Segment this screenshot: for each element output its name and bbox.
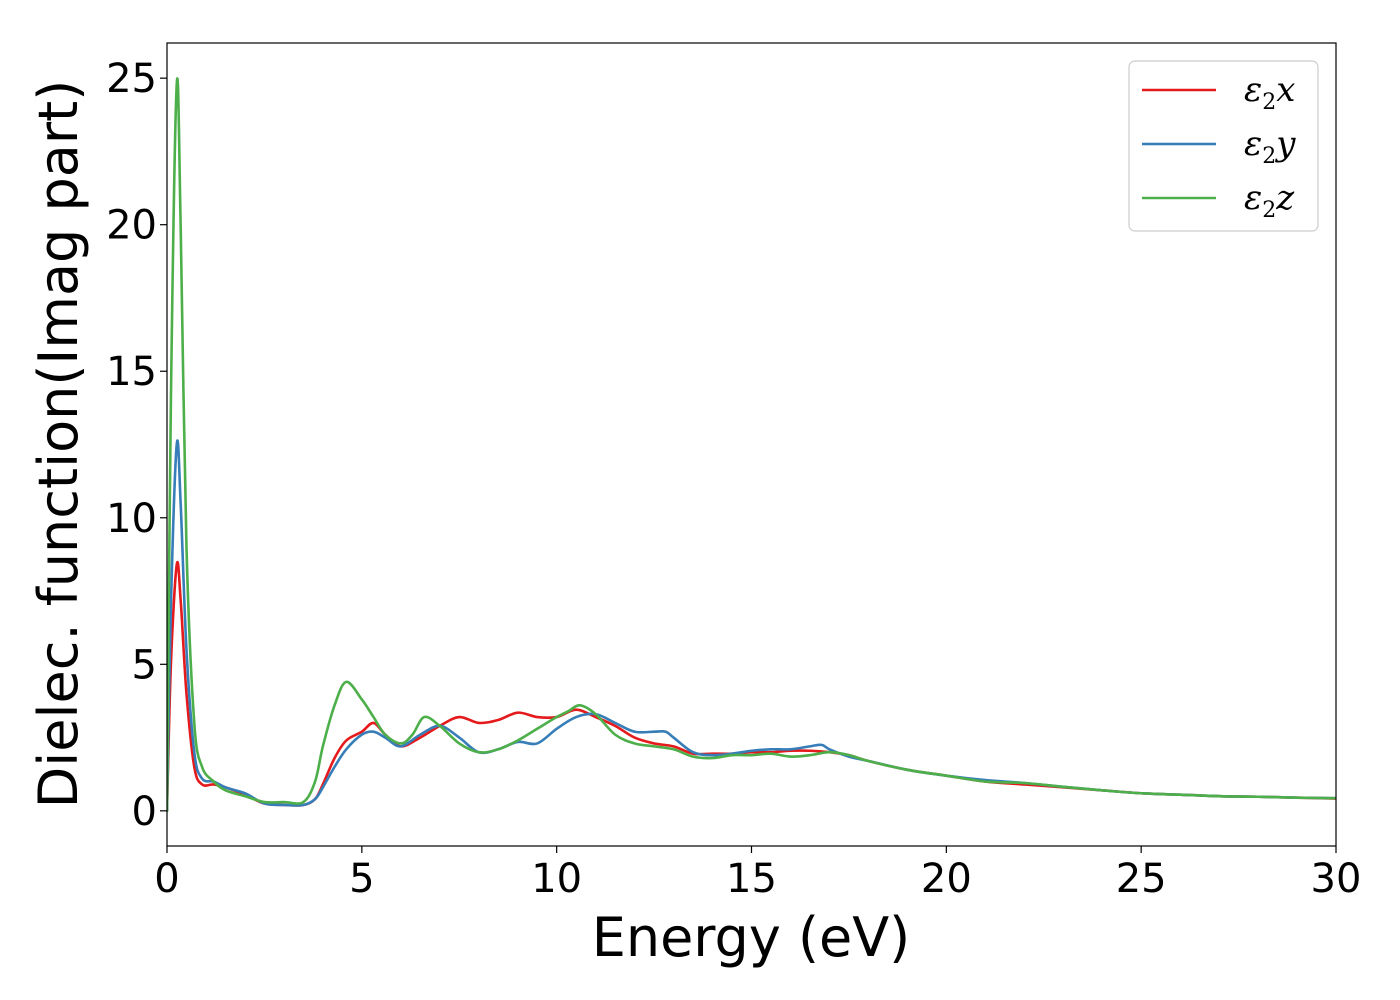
x-tick-label: 10 bbox=[531, 856, 582, 902]
x-tick-label: 15 bbox=[726, 856, 777, 902]
x-tick-label: 30 bbox=[1311, 856, 1362, 902]
y-tick-label: 5 bbox=[132, 642, 157, 688]
x-axis-ticks: 0 5 10 15 20 25 30 bbox=[154, 846, 1361, 902]
y-axis-label: Dielec. function(Imag part) bbox=[27, 80, 90, 809]
series-line-z bbox=[167, 77, 1336, 813]
x-tick-label: 20 bbox=[921, 856, 972, 902]
y-tick-label: 0 bbox=[132, 789, 157, 835]
legend-label-y: ε2y bbox=[1244, 124, 1296, 169]
legend-label-z: ε2z bbox=[1244, 178, 1295, 223]
series-group bbox=[167, 77, 1336, 813]
x-axis-label: Energy (eV) bbox=[592, 906, 911, 969]
y-tick-label: 10 bbox=[106, 496, 157, 542]
y-tick-label: 20 bbox=[106, 203, 157, 249]
x-tick-label: 5 bbox=[349, 856, 374, 902]
y-tick-label: 25 bbox=[106, 56, 157, 102]
x-tick-label: 0 bbox=[154, 856, 179, 902]
x-tick-label: 25 bbox=[1116, 856, 1167, 902]
legend: ε2x ε2y ε2z bbox=[1128, 60, 1319, 232]
legend-box bbox=[1128, 60, 1319, 232]
y-axis-ticks: 0 5 10 15 20 25 bbox=[106, 56, 167, 835]
legend-label-x: ε2x bbox=[1244, 70, 1295, 115]
y-tick-label: 15 bbox=[106, 349, 157, 395]
